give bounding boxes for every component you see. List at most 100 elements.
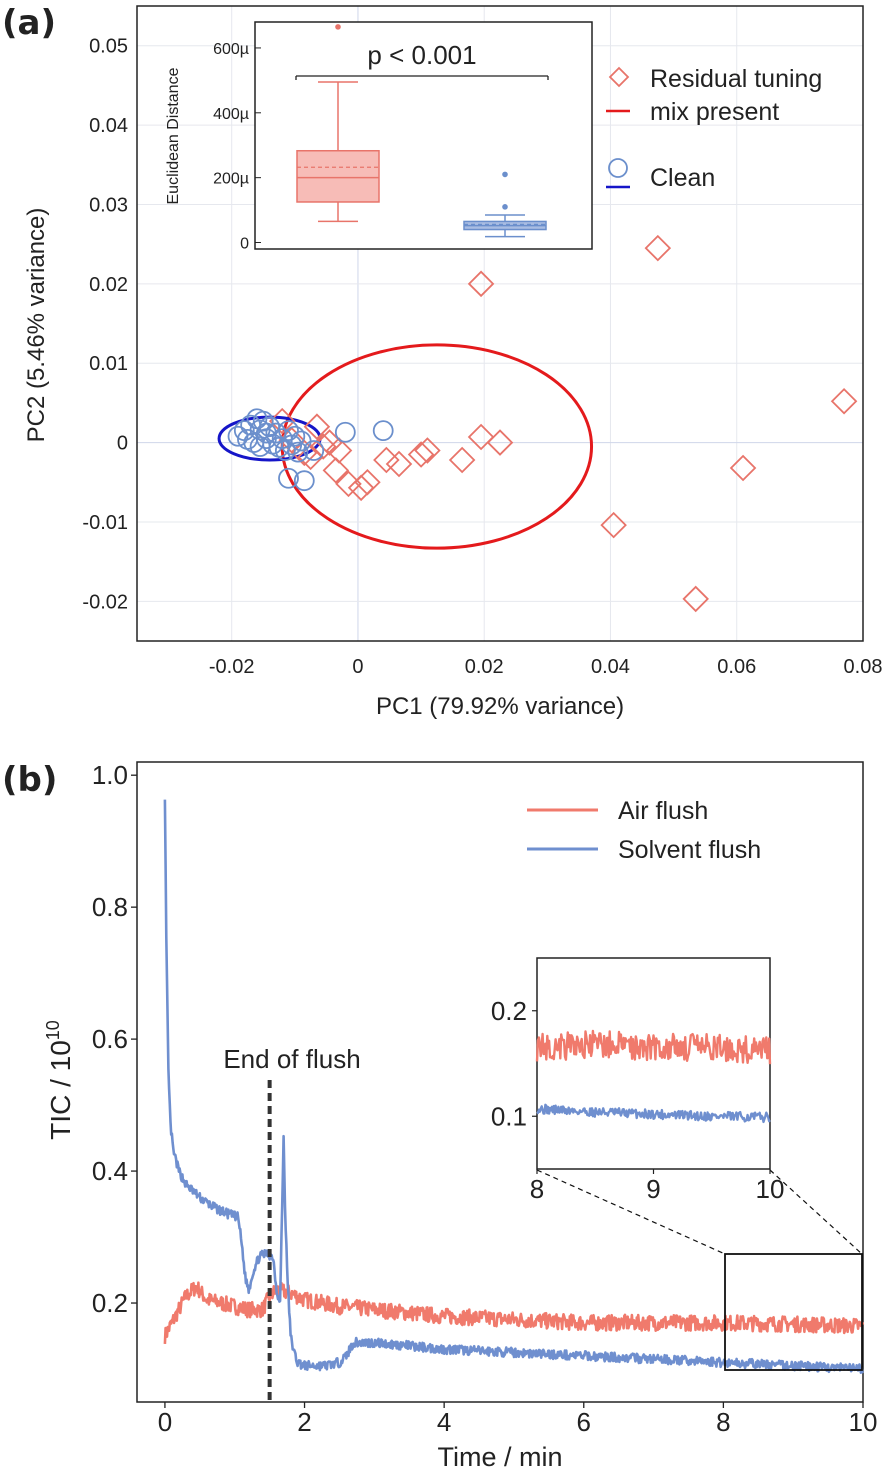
inset-boxes [296, 24, 547, 238]
panel-b-x-axis-label: Time / min [437, 1442, 562, 1472]
y-tick-label: 0.02 [89, 274, 128, 296]
solvent-flush-line [163, 799, 864, 1374]
legend-residual-label-2: mix present [650, 98, 779, 126]
residual-data-point [309, 433, 337, 460]
clean-data-point [278, 467, 299, 489]
panel-b-legend: Air flush Solvent flush [527, 797, 761, 864]
x-tick-label: 10 [849, 1407, 878, 1437]
residual-data-point [278, 426, 305, 454]
clean-box [463, 171, 547, 238]
residual-data-point [644, 234, 672, 262]
panel-a-label: (a) [2, 3, 56, 43]
y-tick-label: 0.01 [89, 353, 128, 375]
clean-data-point [252, 410, 274, 432]
clean-data-point [303, 440, 325, 461]
legend-solvent-label: Solvent flush [618, 836, 761, 864]
x-tick-label: 4 [437, 1407, 451, 1437]
x-tick-label: 0.04 [591, 656, 630, 678]
panel-b-inset: 8 9 10 0.1 0.2 [491, 957, 785, 1204]
y-tick-label: 0.4 [92, 1156, 128, 1186]
inset-y-ticks: 0 200µ 400µ 600µ [213, 41, 261, 253]
panel-b-y-axis-label-base: TIC / 10 [45, 1040, 76, 1140]
significance-label: p < 0.001 [367, 40, 476, 70]
panel-a-y-axis-label: PC2 (5.46% variance) [23, 208, 50, 443]
residual-data-point [385, 450, 413, 478]
panel-b-lines [163, 799, 865, 1374]
clean-data-point [278, 420, 299, 442]
y-tick-label: 0.2 [92, 1288, 128, 1318]
residual-data-point [373, 446, 400, 474]
residual-data-point [600, 511, 627, 539]
panel-b-x-ticks: 0 2 4 6 8 10 [158, 1402, 878, 1437]
end-of-flush-label: End of flush [223, 1044, 360, 1074]
inset-b-lines [535, 1029, 772, 1124]
clean-data-point [287, 441, 309, 463]
inset-x-tick-label: 9 [646, 1174, 660, 1204]
x-tick-label: 0.06 [717, 656, 756, 678]
interquartile-box [296, 149, 380, 203]
panel-a-x-ticks: -0.02 0 0.02 0.04 0.06 0.08 [209, 656, 883, 678]
x-tick-label: 0.08 [844, 656, 883, 678]
panel-b-label: (b) [2, 760, 57, 800]
inset-y-tick-label: 0.2 [491, 996, 527, 1026]
zoom-connector-left [536, 1169, 726, 1255]
inset-x-tick-label: 10 [756, 1174, 785, 1204]
panel-a-legend: Residual tuning mix present Clean [606, 65, 822, 192]
residual-data-point [303, 413, 331, 440]
panel-b-y-ticks: 0.2 0.4 0.6 0.8 1.0 [92, 760, 137, 1318]
y-tick-label: 0.05 [89, 36, 128, 58]
legend-residual-label-1: Residual tuning [650, 65, 822, 93]
x-tick-label: 6 [577, 1407, 591, 1437]
clean-data-point [281, 434, 303, 456]
residual-box [296, 24, 380, 223]
inset-x-tick-label: 8 [530, 1174, 544, 1204]
outlier-point [502, 204, 508, 210]
y-tick-label: -0.01 [82, 512, 128, 534]
inset-solvent-flush-line [536, 1103, 771, 1124]
residual-data-point [448, 446, 476, 474]
clean-data-point [334, 421, 356, 443]
inset-y-tick-label: 400µ [213, 106, 249, 123]
inset-y-tick-label: 0 [240, 236, 249, 253]
y-tick-label: 1.0 [92, 760, 128, 790]
clean-data-point [249, 419, 271, 441]
inset-frame [254, 21, 593, 250]
residual-data-point [407, 441, 435, 468]
residual-data-point [268, 407, 296, 435]
panel-a-frame [136, 5, 864, 642]
residual-data-point [322, 457, 350, 484]
y-tick-label: 0.6 [92, 1024, 128, 1054]
legend-clean-label: Clean [650, 164, 715, 192]
x-tick-label: 0 [352, 656, 363, 678]
inset-y-tick-label: 0.1 [491, 1101, 527, 1131]
residual-data-point [682, 585, 709, 613]
legend-circle-marker [608, 158, 628, 178]
x-tick-label: 0.02 [465, 656, 504, 678]
x-tick-label: 2 [297, 1407, 311, 1437]
y-tick-label: 0 [117, 433, 128, 455]
residual-data-point [335, 470, 362, 498]
clean-data-point [284, 425, 306, 447]
y-tick-label: 0.04 [89, 115, 128, 137]
clean-data-point [372, 420, 394, 442]
clean-data-point [293, 470, 315, 492]
legend-air-label: Air flush [618, 797, 708, 825]
panel-a-inset: 0 200µ 400µ 600µ p < 0.001 Euclidean Distan… [165, 21, 593, 253]
outlier-point [335, 24, 341, 30]
zoom-connector-right [769, 1169, 863, 1255]
residual-data-point [467, 270, 495, 298]
y-tick-label: 0.8 [92, 892, 128, 922]
inset-y-tick-label: 600µ [213, 41, 249, 58]
residual-data-point [325, 437, 353, 464]
panel-b-y-axis-label: TIC / 1010 [43, 1020, 76, 1140]
y-tick-label: -0.02 [82, 591, 128, 613]
inset-y-axis-label: Euclidean Distance [165, 67, 182, 204]
y-tick-label: 0.03 [89, 194, 128, 216]
inset-air-flush-line [535, 1029, 772, 1065]
panel-a-x-axis-label: PC1 (79.92% variance) [376, 693, 624, 720]
residual-confidence-ellipse [280, 343, 594, 550]
panel-b-y-axis-label-exponent: 10 [43, 1020, 63, 1040]
inset-b-frame [536, 957, 771, 1170]
panel-a-points [227, 234, 858, 613]
